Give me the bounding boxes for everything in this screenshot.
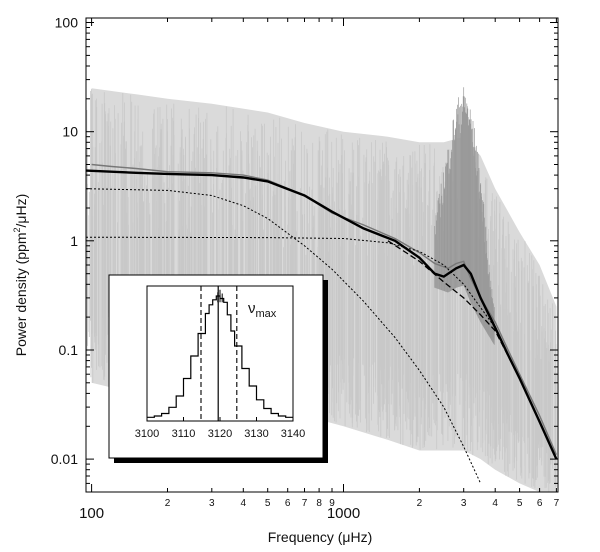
x-minor-tick-label: 2	[417, 498, 423, 509]
inset-x-tick-label: 3120	[208, 428, 232, 440]
y-axis-label: Power density (ppm2/μHz)	[12, 194, 29, 356]
y-axis-label-main: Power density (ppm	[13, 233, 29, 357]
x-tick-label: 1000	[327, 505, 360, 522]
x-minor-tick-label: 4	[492, 498, 498, 509]
y-tick-label: 0.01	[51, 451, 78, 467]
inset-chart: 3100 3110 3120 3130 3140 νmax	[108, 274, 328, 463]
y-tick-label: 0.1	[59, 342, 79, 358]
x-minor-tick-label: 4	[241, 498, 247, 509]
inset-x-tick-label: 3110	[172, 428, 196, 440]
x-minor-tick-label: 8	[316, 498, 322, 509]
x-minor-tick-label: 6	[285, 498, 291, 509]
y-axis-label-unit: /μHz)	[13, 194, 29, 228]
x-axis-label: Frequency (μHz)	[268, 529, 373, 545]
smoothed-spectrum-line	[91, 163, 558, 455]
x-minor-tick-label: 7	[554, 498, 560, 509]
x-minor-tick-label: 7	[302, 498, 308, 509]
inset-box	[108, 274, 324, 459]
plot-frame	[85, 17, 559, 493]
inset-x-tick-label: 3130	[244, 428, 268, 440]
y-axis-label-superscript: 2	[12, 228, 22, 233]
x-minor-tick-label: 3	[209, 498, 215, 509]
x-minor-tick-label: 9	[329, 498, 335, 509]
inset-label-nu-max: νmax	[248, 300, 277, 320]
inset-x-tick-label: 3140	[281, 428, 305, 440]
inset-x-tick-label: 3100	[135, 428, 159, 440]
x-minor-tick-label: 5	[517, 498, 523, 509]
x-tick-label: 100	[79, 505, 104, 522]
component-1-line	[86, 188, 482, 484]
y-tick-label: 1	[70, 233, 78, 249]
y-tick-label: 100	[55, 15, 79, 31]
background-fit-line	[86, 169, 558, 460]
x-minor-tick-label: 6	[537, 498, 543, 509]
y-tick-label: 10	[62, 124, 78, 140]
x-minor-tick-label: 5	[265, 498, 271, 509]
x-minor-tick-label: 2	[165, 498, 171, 509]
x-minor-tick-label: 3	[461, 498, 467, 509]
